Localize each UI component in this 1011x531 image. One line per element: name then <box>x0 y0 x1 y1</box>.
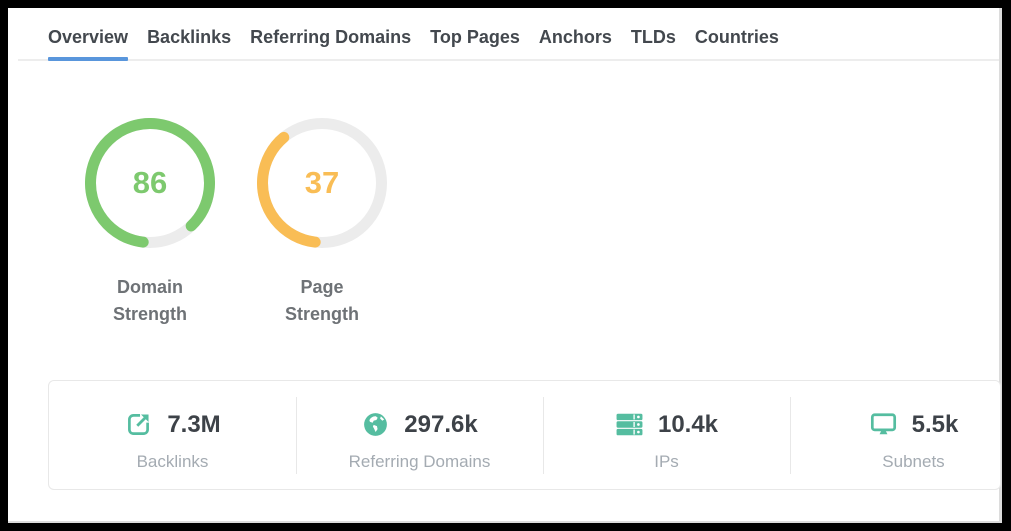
page-strength-gauge: 37 Page Strength <box>257 118 387 328</box>
stat-label: Referring Domains <box>348 452 491 471</box>
gauge-value: 37 <box>304 165 340 200</box>
gauge-ring: 86 <box>85 118 215 248</box>
domain-strength-gauge: 86 Domain Strength <box>85 118 215 328</box>
stat-value: 10.4k <box>657 410 719 438</box>
summary-stats-card: 7.3M Backlinks 297.6k Re <box>48 380 1001 490</box>
tab-tlds[interactable]: TLDs <box>630 26 676 47</box>
monitor-icon <box>869 410 898 439</box>
server-stack-icon <box>615 410 644 439</box>
gauge-value: 86 <box>132 165 168 200</box>
tab-backlinks[interactable]: Backlinks <box>147 26 232 47</box>
stat-ips: 10.4k IPs <box>543 381 790 489</box>
stat-referring-domains: 297.6k Referring Domains <box>296 381 543 489</box>
gauge-label: Page Strength <box>285 277 359 324</box>
gauge-ring: 37 <box>257 118 387 248</box>
donut-chart <box>85 118 215 248</box>
globe-icon <box>361 410 390 439</box>
tab-anchors[interactable]: Anchors <box>538 26 612 47</box>
stat-value: 297.6k <box>404 410 478 438</box>
tab-overview[interactable]: Overview <box>48 15 129 61</box>
stat-subnets: 5.5k Subnets <box>790 381 1000 489</box>
stat-value: 7.3M <box>167 410 221 438</box>
tab-referring-domains[interactable]: Referring Domains <box>250 26 412 47</box>
gauge-label: Domain Strength <box>113 277 187 324</box>
stat-label: Subnets <box>882 452 945 471</box>
stat-label: IPs <box>654 452 679 471</box>
stat-label: Backlinks <box>136 452 209 471</box>
tab-countries[interactable]: Countries <box>694 26 779 47</box>
stat-value: 5.5k <box>911 410 959 438</box>
stat-backlinks: 7.3M Backlinks <box>49 381 296 489</box>
tab-bar: Overview Backlinks Referring Domains Top… <box>18 8 999 61</box>
tab-top-pages[interactable]: Top Pages <box>430 26 520 47</box>
external-link-icon <box>124 410 153 439</box>
backlinks-overview-panel: Overview Backlinks Referring Domains Top… <box>8 8 1002 523</box>
donut-chart <box>257 118 387 248</box>
